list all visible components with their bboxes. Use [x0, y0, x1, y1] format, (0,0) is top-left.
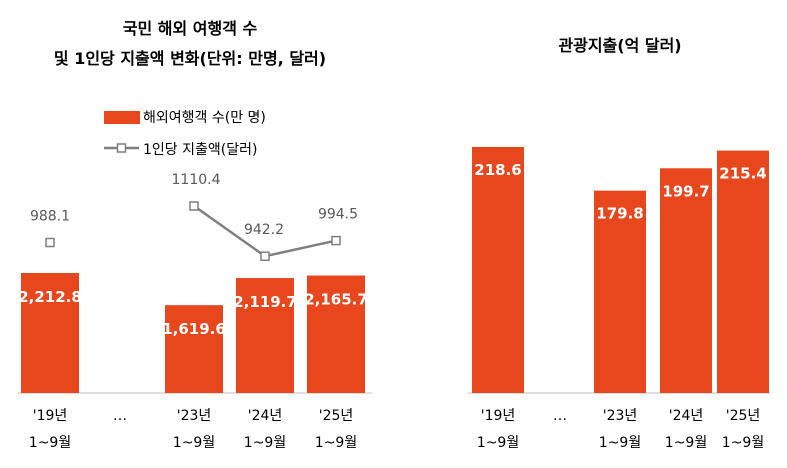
right-x-tick-period: 1~9월 [722, 435, 764, 451]
spend-point-label: 942.2 [244, 222, 284, 238]
right-x-tick-period: 1~9월 [665, 435, 707, 451]
visitors-bar-label: 2,119.7 [233, 293, 297, 311]
left-chart-title-line1: 국민 해외 여행객 수 [122, 19, 258, 38]
spend-point [189, 201, 199, 211]
right-x-tick-label: '24년 [669, 408, 704, 424]
left-chart-title: 국민 해외 여행객 수 및 1인당 지출액 변화(단위: 만명, 달러) [40, 14, 340, 74]
visitors-bar-label: 2,165.7 [304, 291, 368, 309]
right-x-tick-label: '25년 [726, 408, 761, 424]
left-chart-title-line2: 및 1인당 지출액 변화(단위: 만명, 달러) [53, 49, 327, 68]
spending-bar-label: 218.6 [474, 161, 521, 179]
spend-line-segment [193, 204, 266, 258]
legend-line-marker [116, 143, 127, 153]
right-x-tick-period: 1~9월 [599, 435, 641, 451]
spend-line-segment [264, 239, 337, 258]
right-chart-title: 관광지출(억 달러) [558, 36, 682, 55]
left-x-tick-period: 1~9월 [244, 435, 286, 451]
spend-point-label: 994.5 [318, 207, 358, 223]
left-x-tick-label: '24년 [248, 408, 283, 424]
legend-bar-label: 해외여행객 수(만 명) [143, 110, 266, 126]
spending-bar [594, 190, 646, 393]
visitors-bar-label: 2,212.8 [18, 288, 82, 306]
legend-bar-swatch [104, 111, 140, 124]
left-x-tick-period: 1~9월 [315, 435, 357, 451]
legend-line-label: 1인당 지출액(달러) [143, 142, 257, 158]
spend-point-label: 1110.4 [172, 172, 221, 188]
left-x-tick-period: 1~9월 [29, 435, 71, 451]
spending-bar-label: 179.8 [596, 205, 643, 223]
spend-point [45, 237, 55, 248]
right-x-tick-period: 1~9월 [477, 435, 519, 451]
left-x-tick-label: '25년 [319, 408, 354, 424]
left-x-tick-label: '23년 [177, 408, 212, 424]
left-x-tick-period: 1~9월 [173, 435, 215, 451]
visitors-bar [165, 305, 223, 393]
spending-bar [472, 147, 524, 393]
spend-point-label: 988.1 [30, 209, 70, 225]
spending-bar [717, 150, 769, 393]
visitors-bar-label: 1,619.6 [162, 320, 226, 338]
spending-bar [660, 168, 712, 393]
right-x-tick-label: '19년 [481, 408, 516, 424]
visitors-bar [307, 275, 365, 393]
spending-bar-label: 215.4 [719, 165, 766, 183]
spend-point [331, 235, 341, 246]
visitors-bar [236, 278, 294, 393]
right-x-tick-label: '23년 [603, 408, 638, 424]
visitors-bar [21, 273, 79, 393]
spend-point [260, 251, 270, 261]
spending-bar-label: 199.7 [662, 182, 709, 200]
right-x-tick-label: … [553, 408, 567, 424]
left-x-tick-label: … [113, 408, 127, 424]
left-x-tick-label: '19년 [33, 408, 68, 424]
